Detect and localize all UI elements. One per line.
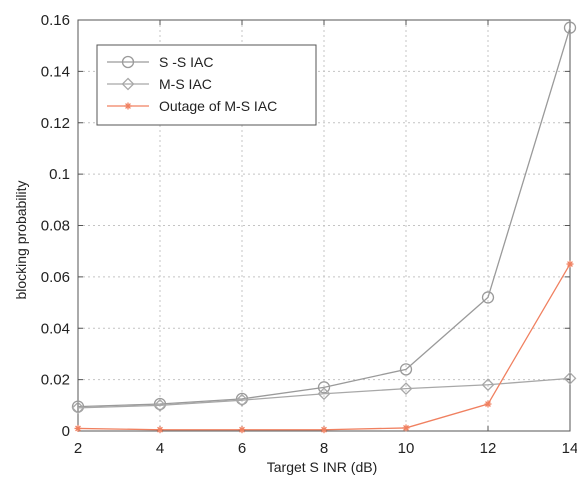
y-tick-label: 0.06 <box>41 269 70 286</box>
series-2-point <box>317 387 331 401</box>
legend-entry: S -S IAC <box>159 54 213 70</box>
y-tick-label: 0.1 <box>49 166 70 183</box>
x-tick-label: 8 <box>320 440 328 457</box>
series-1-point <box>563 21 577 34</box>
series-1-point <box>235 392 249 406</box>
legend-box <box>96 44 317 126</box>
y-tick-label: 0.14 <box>41 63 70 80</box>
series-3-point <box>484 400 492 408</box>
x-tick-label: 14 <box>562 440 577 457</box>
x-tick-label: 6 <box>238 440 246 457</box>
y-tick-label: 0.12 <box>41 115 70 132</box>
series-2-point <box>481 378 495 392</box>
x-axis-label: Target S INR (dB) <box>267 459 377 475</box>
series-2-point <box>235 393 249 407</box>
series-3-point <box>74 424 82 432</box>
x-tick-label: 10 <box>398 440 415 457</box>
series-2-point <box>399 382 413 396</box>
series-2-point <box>71 401 85 415</box>
series-line-2 <box>77 377 571 409</box>
legend-entry: M-S IAC <box>159 76 212 92</box>
series-1-point <box>317 381 331 394</box>
legend-swatch-marker <box>124 102 132 110</box>
legend-swatch-marker <box>121 77 135 91</box>
series-3-point <box>320 426 328 434</box>
series-3-point <box>238 426 246 434</box>
series-1-point <box>399 363 413 376</box>
series-3-point <box>402 424 410 432</box>
legend-swatch-marker <box>121 55 135 69</box>
y-tick-label: 0.16 <box>41 12 70 29</box>
series-3-point <box>566 260 574 268</box>
series-1-point <box>153 397 167 411</box>
series-3-point <box>156 426 164 434</box>
series-1-point <box>481 291 495 304</box>
series-line-1 <box>77 27 571 408</box>
x-tick-label: 12 <box>480 440 497 457</box>
x-tick-label: 4 <box>156 440 164 457</box>
series-2-point <box>563 371 577 385</box>
y-axis-label: blocking probability <box>13 180 29 299</box>
y-tick-label: 0.04 <box>41 320 70 337</box>
y-tick-label: 0.02 <box>41 372 70 389</box>
y-tick-label: 0.08 <box>41 218 70 235</box>
series-1-point <box>71 400 85 413</box>
y-tick-label: 0 <box>62 423 70 440</box>
x-tick-label: 2 <box>74 440 82 457</box>
series-2-point <box>153 398 167 412</box>
legend-entry: Outage of M-S IAC <box>159 98 277 114</box>
